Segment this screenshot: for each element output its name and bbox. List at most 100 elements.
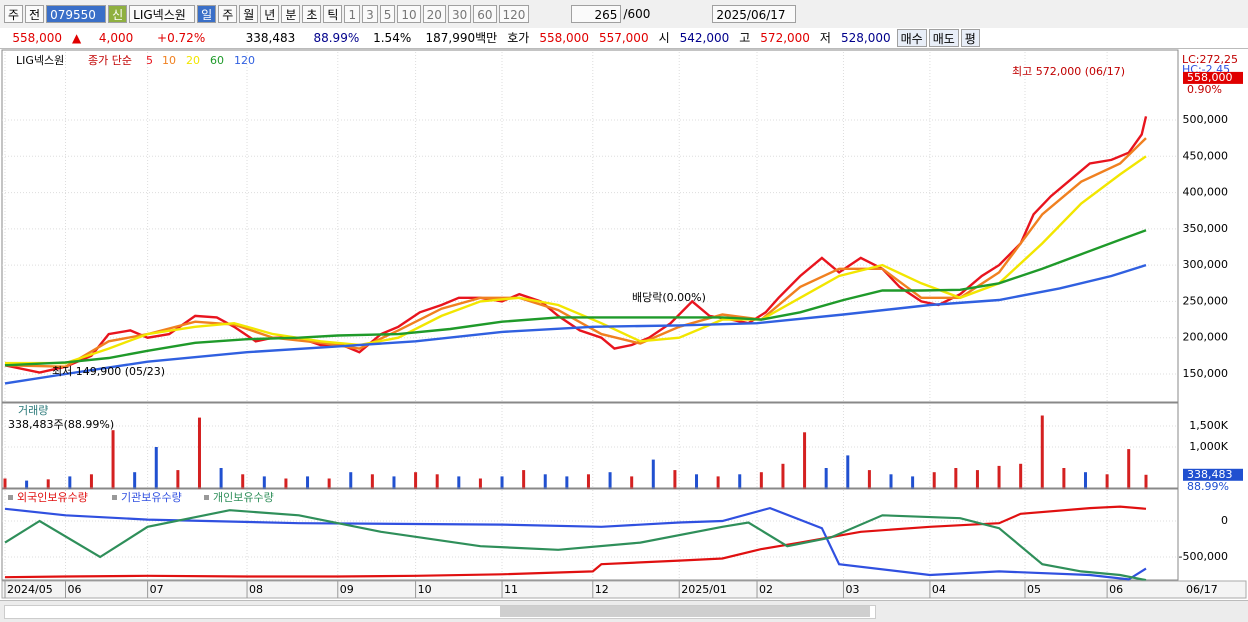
toolbar: 주 전 079550 신 LIG넥스원 일 주 월 년 분 초 틱 1 3 5 10 20 30 60 120 265/… [0,0,1248,28]
scroll-thumb[interactable] [500,606,870,617]
interval-button[interactable]: 5 [379,5,396,23]
quote-volume-ratio: 88.99% [313,31,360,45]
volume-bar [457,476,461,489]
legend-entry: 개인보유수량 [213,491,274,504]
x-tick-label: 2024/05 [7,583,53,596]
trade-button[interactable]: 매수 [896,29,927,47]
scrollbar[interactable] [0,600,1248,622]
legend-entry: 외국인보유수량 [17,491,88,504]
interval-button[interactable]: 10 [397,5,421,23]
interval-button[interactable]: 1 [344,5,361,23]
volume-bar [197,417,201,489]
quote-open: 542,000 [679,31,730,45]
period-button[interactable]: 분 [281,5,301,23]
quote-low: 528,000 [840,31,891,45]
quote-high-label: 고 [739,31,751,45]
bar-max: /600 [623,7,651,21]
volume-bar [673,470,677,489]
trade-button[interactable]: 매도 [928,29,959,47]
toolbar-field[interactable]: 전 [25,5,45,23]
chart-background [0,50,1248,600]
period-button[interactable]: 월 [239,5,259,23]
legend-entry: 60 [210,54,224,67]
volume-bar [154,447,158,489]
volume-bar [1105,474,1109,489]
volume-bar [911,476,915,489]
volume-bar [781,463,785,489]
trade-button[interactable]: 평 [960,29,980,47]
series-line [4,229,1147,367]
volume-bar [241,474,245,489]
y-tick-label: 250,000 [1183,294,1229,307]
volume-subtitle: 338,483주(88.99%) [8,418,114,431]
volume-bar [219,468,223,489]
quote-amount: 187,990백만 [425,31,498,45]
stock-name[interactable]: LIG넥스원 [129,5,196,23]
y-tick-label: 500,000 [1183,113,1229,126]
x-tick-label: 10 [418,583,432,596]
volume-bar [262,476,266,489]
x-tick-label: 03 [845,583,859,596]
toolbar-field[interactable]: 079550 [46,5,107,23]
period-button[interactable]: 초 [302,5,322,23]
x-tick-label: 05 [1027,583,1041,596]
legend-marker [8,495,13,500]
volume-bar [327,478,331,489]
bar-count[interactable]: 265 [571,5,622,23]
quote-bar: 558,000 ▲ 4,000 +0.72% 338,483 88.99% 1.54% 187… [0,28,1248,49]
interval-button[interactable]: 30 [447,5,472,23]
x-tick-label: 11 [504,583,518,596]
series-line [4,116,1148,374]
date-field[interactable]: 2025/06/17 [712,5,797,23]
volume-bar [932,472,936,489]
volume-bar [1019,463,1023,489]
legend-marker [204,495,209,500]
quote-turnover: 1.54% [373,31,412,45]
annotation-dividend: 배당락(0.00%) [632,291,706,304]
period-button[interactable]: 년 [260,5,280,23]
quote-change: 4,000 [98,31,134,45]
toolbar-field[interactable]: 주 [4,5,24,23]
legend-entry: 20 [186,54,200,67]
volume-bar [889,474,893,489]
legend-entry: 120 [234,54,255,67]
volume-bar [586,474,590,489]
period-button[interactable]: 주 [218,5,238,23]
period-button[interactable]: 일 [197,5,217,23]
volume-bar [522,470,526,489]
chart-area: 150,000 200,000 250,000 300,000 350,000 400,0… [0,49,1248,600]
panel-border [1,402,1179,490]
y-tick-label: 0 [1221,514,1228,527]
interval-button[interactable]: 60 [473,5,497,23]
volume-bar [284,478,288,489]
interval-button[interactable]: 20 [422,5,446,23]
quote-high: 572,000 [760,31,810,45]
x-end-label: 06/17 [1186,583,1218,596]
volume-bar [1062,468,1066,489]
volume-bar [1144,474,1148,489]
last-volume-box [1183,468,1243,481]
interval-button[interactable]: 120 [498,5,530,23]
quote-price: 558,000 [12,31,62,45]
volume-bar [824,468,828,489]
last-pct: 0.90% [1187,83,1222,96]
volume-bar [392,476,396,489]
y-tick-label: 1,000K [1189,440,1228,453]
series-line [4,506,1147,581]
volume-bar [1083,472,1087,489]
quote-ask-label: 호가 [507,31,530,45]
quote-volume: 338,483 [245,31,296,45]
volume-bar [414,472,418,489]
last-volume-label: 338,483 [1187,468,1233,481]
volume-bar [3,478,7,489]
x-tick-label: 02 [759,583,773,596]
series-line [4,509,1147,582]
interval-button[interactable]: 3 [362,5,378,23]
period-button[interactable]: 틱 [323,5,343,23]
y-tick-label: -500,000 [1179,550,1228,563]
volume-bar [954,468,958,489]
volume-bar [478,478,482,489]
stock-tag[interactable]: 신 [108,5,128,23]
volume-bar [759,472,763,489]
